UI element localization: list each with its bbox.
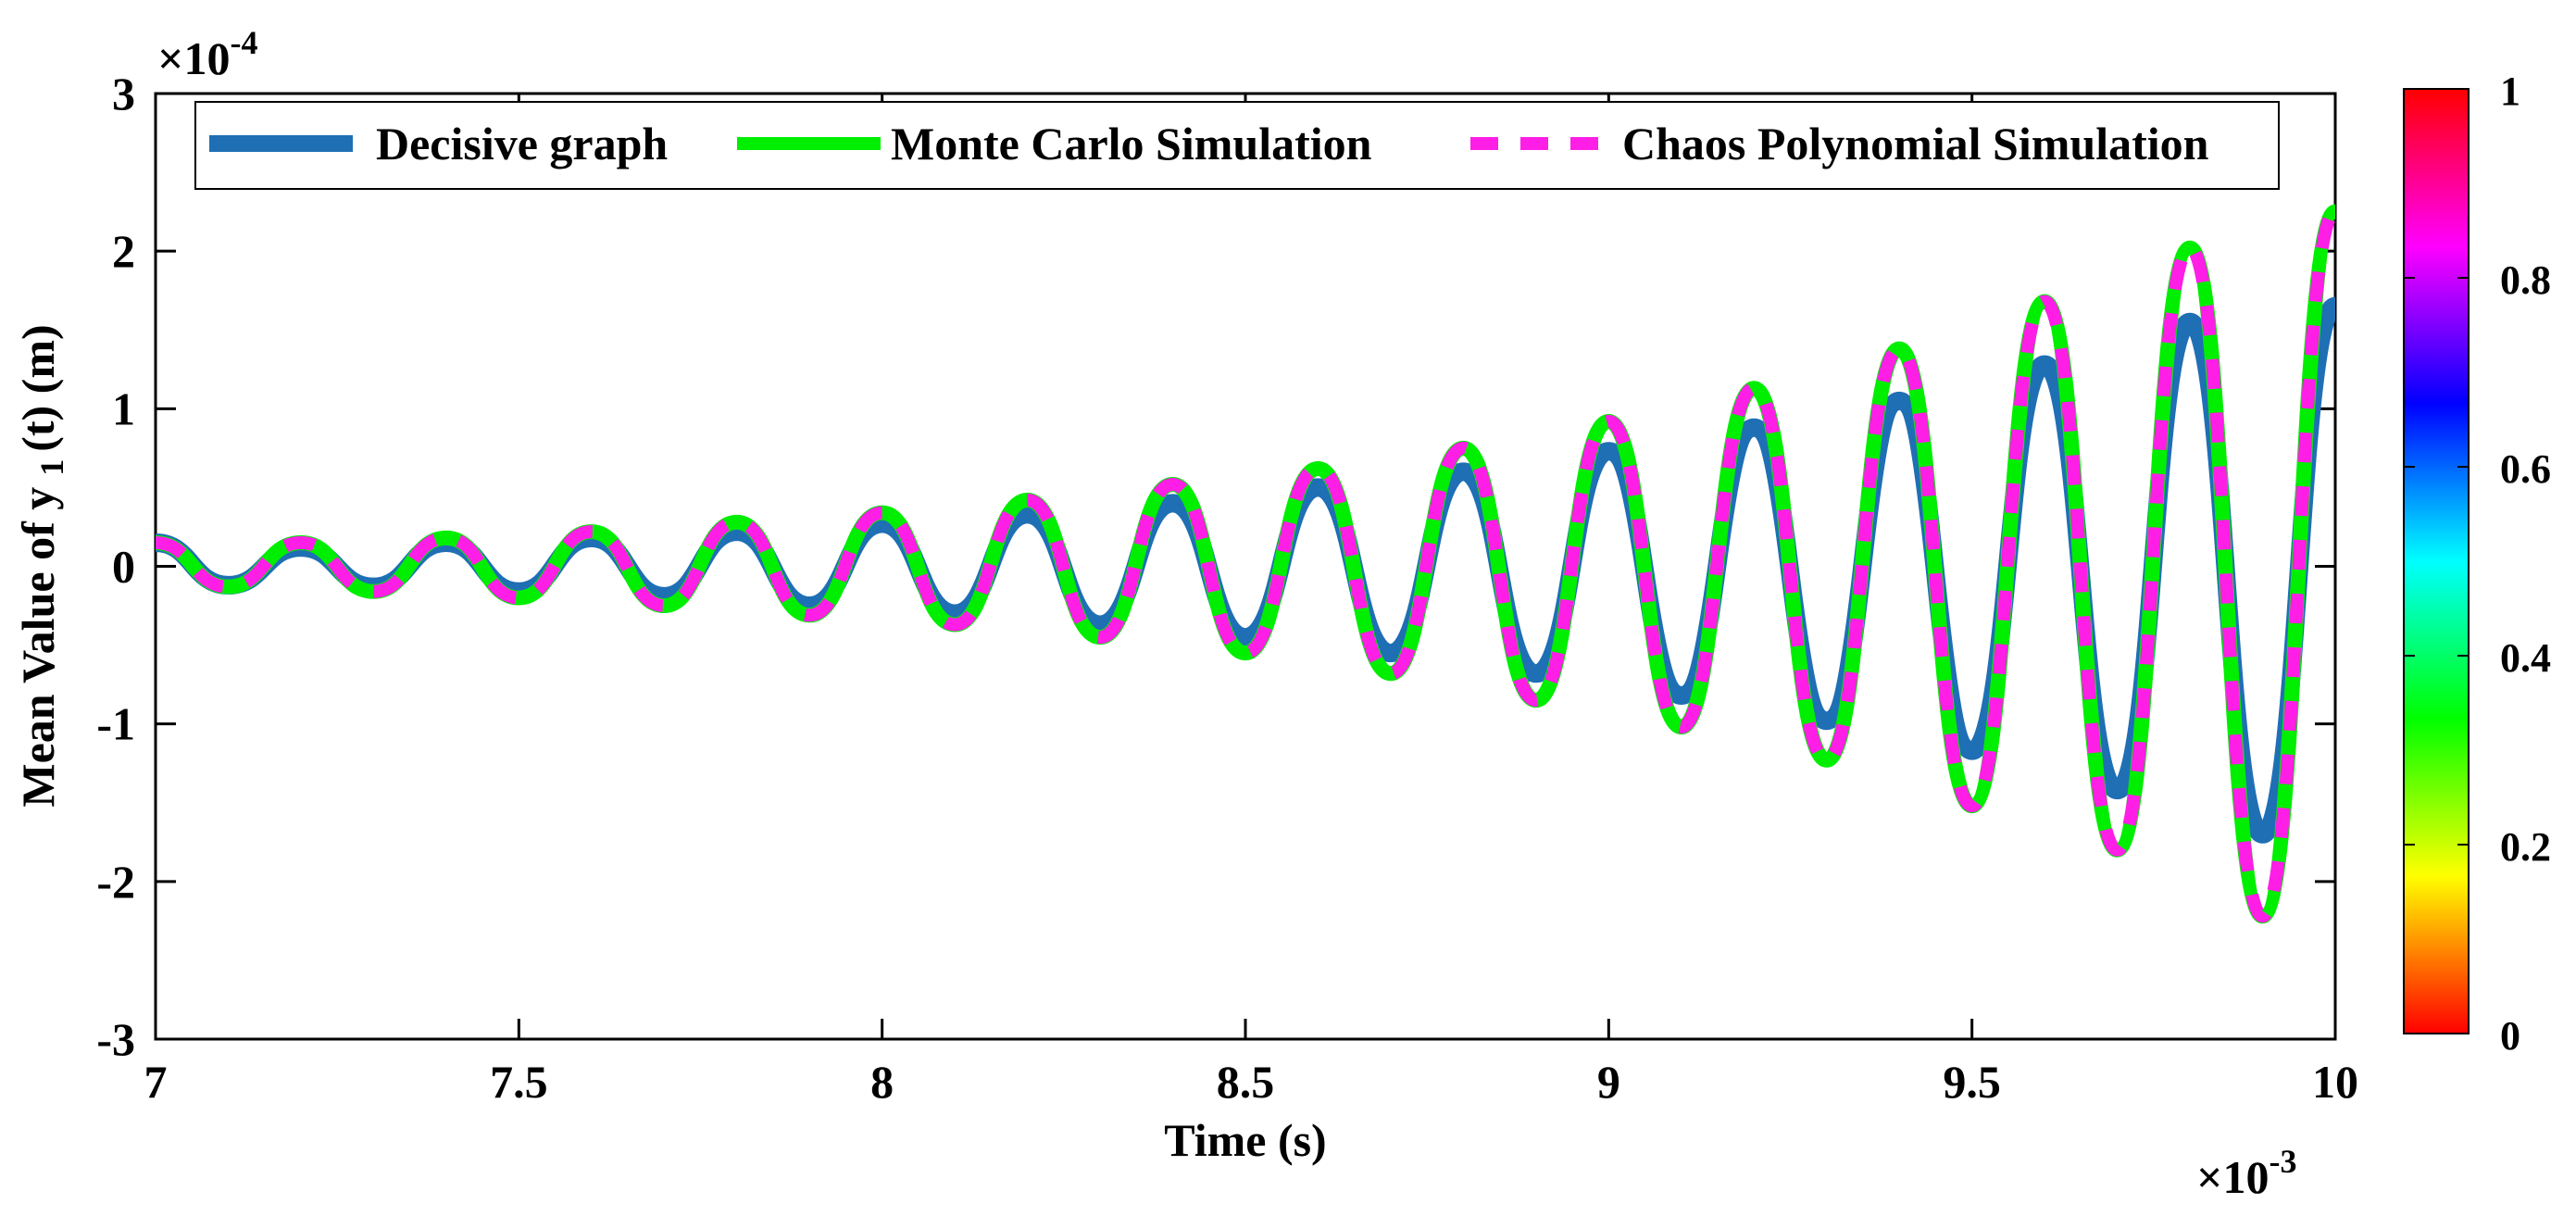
legend-box — [194, 101, 2280, 190]
x-tick-label: 7.5 — [490, 1056, 548, 1108]
colorbar-tick-label: 0.4 — [2500, 635, 2551, 681]
legend-label-monte-carlo: Monte Carlo Simulation — [891, 118, 1372, 169]
colorbar-tick-label: 0.6 — [2500, 446, 2551, 492]
x-tick-label: 9.5 — [1943, 1056, 2001, 1108]
x-multiplier: ×10-3 — [2196, 1143, 2297, 1203]
x-tick-label: 7 — [144, 1056, 168, 1108]
y-tick-label: -2 — [96, 856, 135, 908]
series-layer — [156, 204, 2335, 924]
legend: Decisive graph Monte Carlo Simulation Ch… — [194, 101, 2280, 190]
legend-label-chaos: Chaos Polynomial Simulation — [1622, 118, 2209, 169]
colorbar-tick-label: 0 — [2500, 1013, 2520, 1059]
colorbar — [2403, 88, 2470, 1034]
y-tick-label: 2 — [112, 225, 135, 277]
y-tick-label: 0 — [112, 541, 135, 593]
legend-label-decisive: Decisive graph — [376, 118, 668, 169]
colorbar-ticks: 0 0.2 0.4 0.6 0.8 1 — [2404, 69, 2551, 1059]
y-tick-label: -3 — [96, 1013, 135, 1065]
x-tick-label: 8 — [870, 1056, 894, 1108]
y-tick-label: 3 — [112, 68, 135, 119]
x-tick-label: 9 — [1597, 1056, 1620, 1108]
y-axis-title: Mean Value of y1(t) (m) — [12, 324, 70, 807]
y-tick-label: -1 — [96, 698, 135, 750]
y-tick-label: 1 — [112, 382, 135, 434]
series-line-chaos-polynomial-simulation — [156, 205, 2335, 923]
y-multiplier: ×10-4 — [157, 24, 258, 84]
plot-area — [154, 92, 2337, 1041]
colorbar-tick-label: 0.2 — [2500, 824, 2551, 870]
colorbar-tick-label: 1 — [2500, 69, 2520, 114]
x-tick-label: 8.5 — [1217, 1056, 1275, 1108]
tick-labels: 7 7.5 8 8.5 9 9.5 10 -3 -2 -1 0 1 2 3 — [96, 68, 2358, 1108]
x-tick-label: 10 — [2312, 1056, 2358, 1108]
x-axis-title: Time (s) — [1164, 1114, 1326, 1166]
colorbar-tick-label: 0.8 — [2500, 257, 2551, 303]
